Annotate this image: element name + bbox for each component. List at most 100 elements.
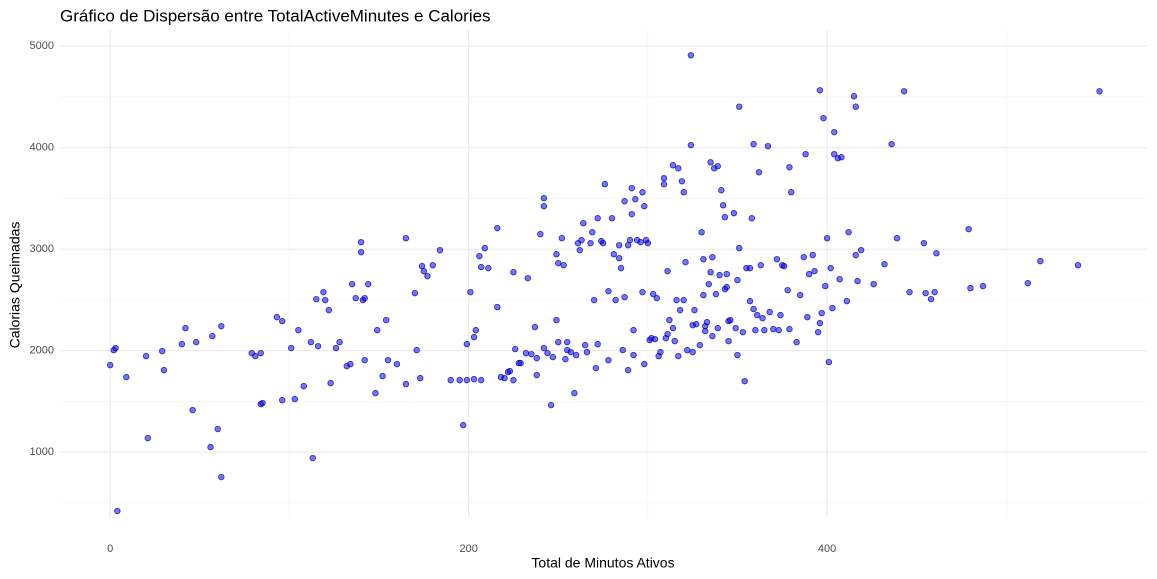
point [555, 259, 562, 267]
point [547, 401, 555, 409]
point [562, 355, 569, 363]
point [927, 295, 935, 303]
point [564, 338, 571, 346]
point [732, 324, 739, 332]
point [382, 316, 390, 324]
point [632, 196, 639, 203]
point [664, 330, 671, 338]
point [307, 338, 315, 346]
point [689, 348, 696, 356]
point [612, 296, 619, 304]
point [528, 350, 535, 358]
point [1096, 88, 1103, 95]
point [615, 254, 623, 262]
point [718, 187, 725, 194]
point [687, 141, 695, 149]
point [506, 367, 514, 375]
point [291, 395, 298, 403]
x-tick-label: 400 [818, 543, 836, 555]
point [750, 305, 757, 313]
point [144, 434, 152, 442]
point [709, 253, 716, 261]
point [845, 229, 852, 236]
point [675, 352, 682, 360]
point [804, 313, 811, 321]
point [641, 203, 648, 210]
point [639, 288, 646, 296]
point [707, 159, 714, 166]
point [417, 374, 424, 382]
point [510, 268, 517, 276]
point [594, 215, 601, 222]
point [814, 328, 822, 336]
point [218, 322, 225, 330]
point [158, 347, 166, 355]
point [567, 348, 574, 356]
point [696, 341, 704, 349]
point [639, 189, 646, 196]
point [309, 454, 316, 462]
point [836, 275, 843, 283]
point [816, 87, 824, 94]
point [470, 375, 478, 383]
point [160, 366, 168, 374]
point [313, 295, 320, 303]
y-tick-label: 1000 [30, 446, 54, 458]
point [510, 376, 517, 384]
point [796, 291, 804, 299]
point [825, 358, 833, 366]
point [578, 236, 585, 244]
point [660, 175, 668, 182]
point [379, 372, 386, 380]
chart-title: Gráfico de Dispersão entre TotalActiveMi… [60, 6, 491, 25]
point [691, 306, 698, 314]
point [723, 283, 730, 291]
point [773, 255, 781, 263]
point [357, 248, 365, 256]
y-tick-label: 2000 [30, 345, 54, 357]
point [822, 282, 829, 290]
point [476, 252, 483, 260]
point [802, 150, 809, 158]
point [746, 264, 754, 272]
point [739, 328, 747, 336]
point [558, 234, 566, 242]
point [682, 258, 689, 266]
point [684, 346, 691, 354]
point [1024, 279, 1032, 287]
point [273, 313, 281, 321]
point [621, 198, 628, 205]
point [576, 246, 583, 254]
point [393, 360, 401, 368]
point [481, 244, 488, 252]
point [402, 380, 410, 388]
point [716, 271, 723, 279]
point [818, 309, 825, 317]
point [605, 356, 612, 364]
point [931, 288, 938, 296]
point [881, 260, 888, 268]
point [544, 349, 551, 357]
point [288, 344, 295, 352]
point [587, 239, 594, 247]
point [592, 364, 600, 372]
point [752, 326, 759, 334]
point [727, 316, 734, 324]
point [300, 382, 307, 390]
x-tick-label: 200 [459, 543, 477, 555]
point [193, 338, 200, 346]
point [650, 290, 657, 298]
point [780, 262, 788, 270]
point [750, 140, 757, 148]
point [816, 319, 824, 327]
point [843, 297, 850, 305]
point [693, 320, 700, 328]
point [820, 114, 827, 122]
point [522, 349, 530, 357]
point [730, 209, 738, 217]
point [800, 253, 807, 261]
point [700, 291, 707, 299]
point [295, 326, 302, 334]
point [460, 421, 467, 429]
